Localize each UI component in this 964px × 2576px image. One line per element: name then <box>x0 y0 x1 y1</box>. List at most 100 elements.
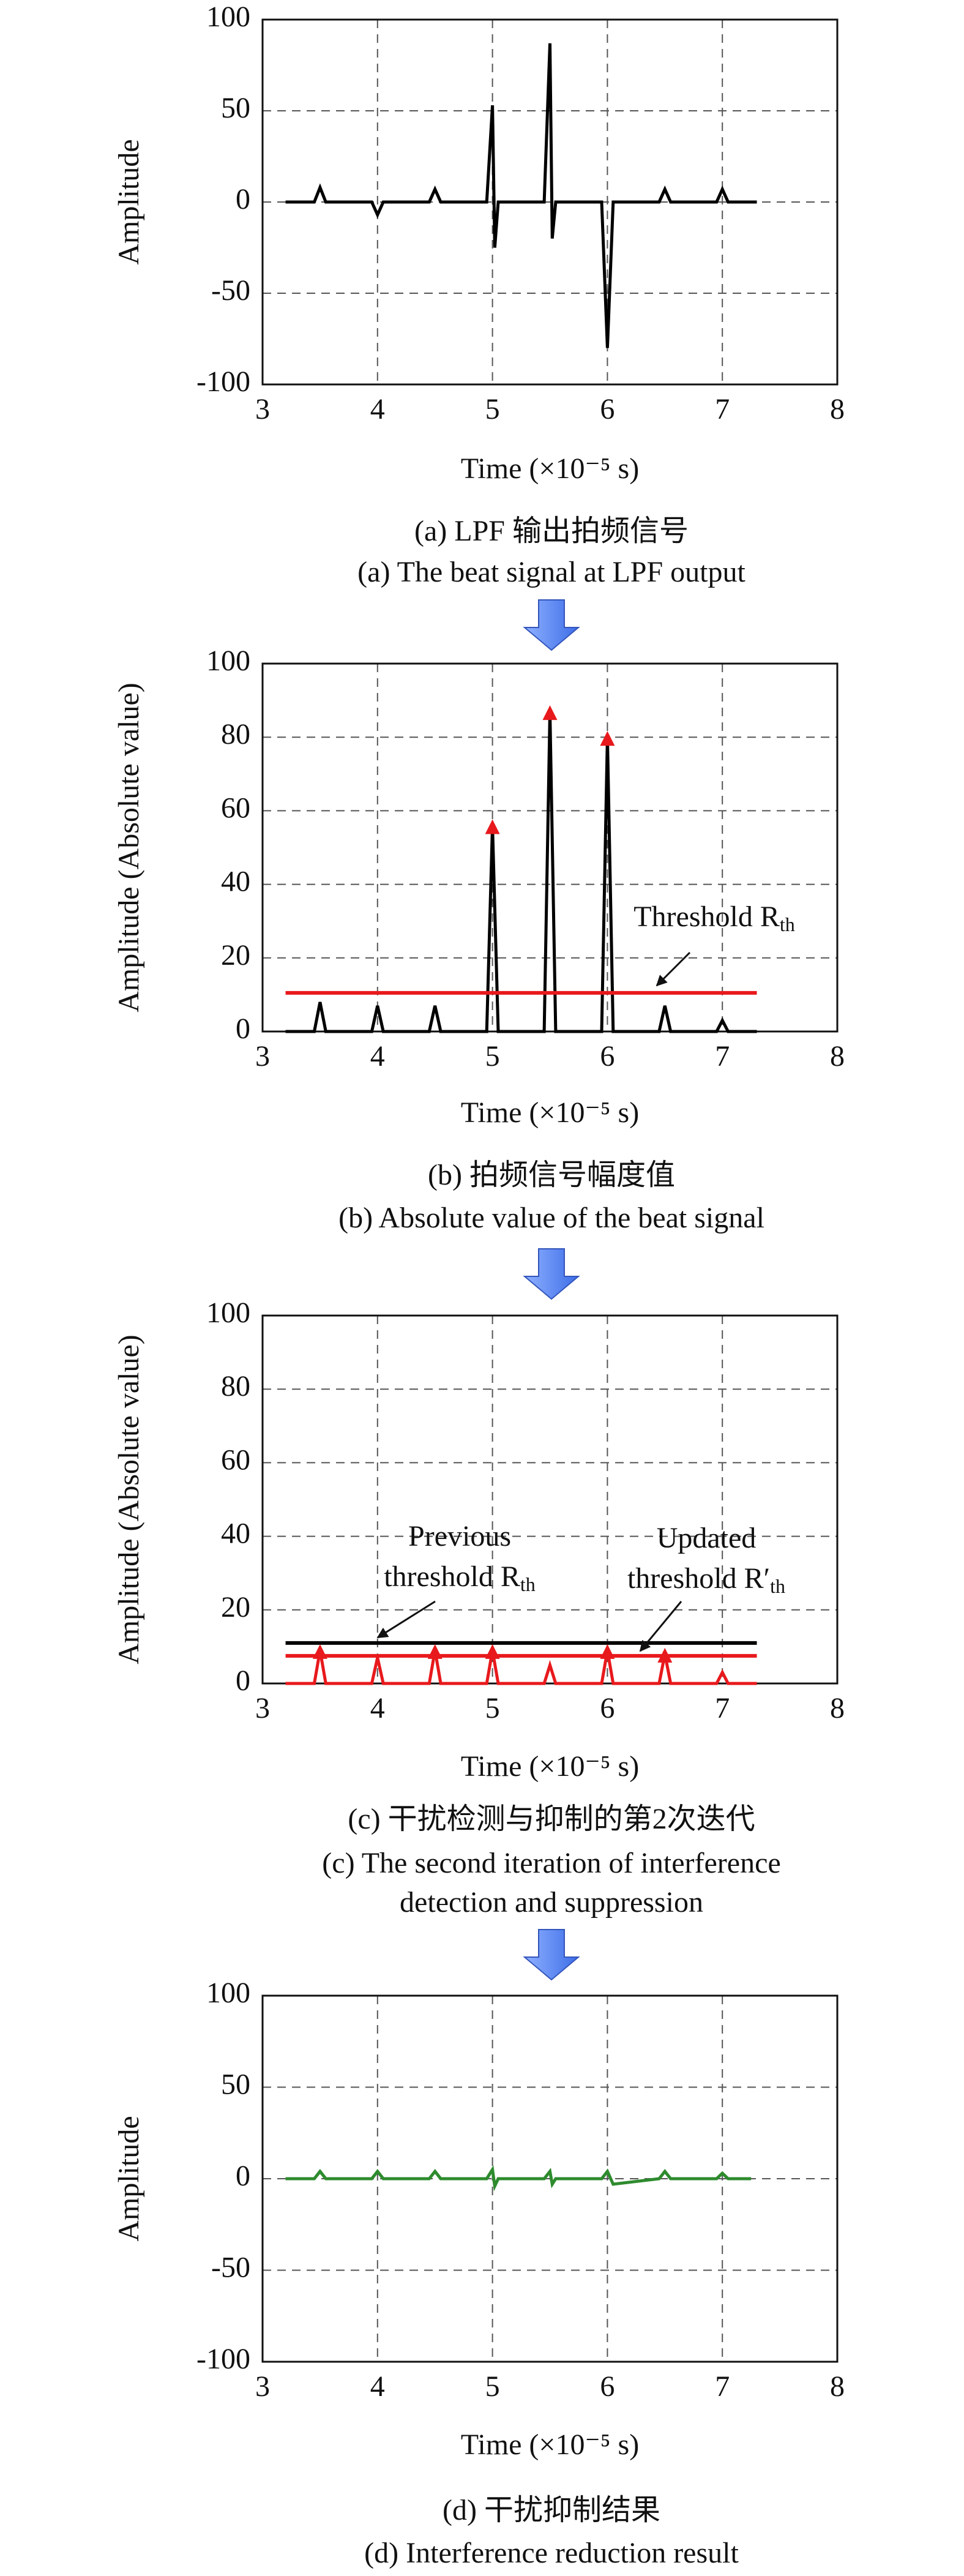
y-tick-label: 0 <box>236 1013 250 1045</box>
annotation: Previous <box>408 1520 511 1552</box>
caption: (b) 拍频信号幅度值 <box>428 1159 675 1191</box>
caption: (a) The beat signal at LPF output <box>357 556 745 588</box>
x-tick-label: 6 <box>600 1040 615 1073</box>
caption: (c) The second iteration of interference <box>322 1847 780 1879</box>
y-axis-label: Amplitude <box>113 2116 145 2241</box>
annotation-arrow <box>376 1600 436 1639</box>
y-tick-label: 100 <box>206 1977 250 2009</box>
y-tick-label: 60 <box>221 1443 250 1476</box>
y-tick-label: 0 <box>236 2160 250 2192</box>
x-tick-label: 8 <box>830 393 845 425</box>
peak-marker <box>657 1647 673 1663</box>
annotation-text: Previous <box>408 1520 511 1552</box>
annotation: threshold Rth <box>384 1560 536 1595</box>
y-tick-label: 0 <box>236 1664 250 1697</box>
x-axis-label: Time (×10⁻⁵ s) <box>461 2428 639 2461</box>
peak-marker <box>542 705 558 721</box>
annotation-arrow <box>639 1601 682 1652</box>
y-axis-label: Amplitude <box>113 139 145 264</box>
x-tick-label: 4 <box>370 1692 385 1724</box>
caption: detection and suppression <box>400 1886 703 1919</box>
y-tick-label: 20 <box>221 939 250 972</box>
x-tick-label: 6 <box>600 1692 615 1724</box>
caption: (b) Absolute value of the beat signal <box>338 1202 764 1234</box>
annotation-subscript: th <box>520 1573 536 1595</box>
signal-line <box>285 1650 757 1685</box>
plot-frame <box>261 18 839 386</box>
x-tick-label: 5 <box>485 1040 500 1073</box>
x-tick-label: 7 <box>715 1040 730 1073</box>
signal-line <box>285 2165 752 2192</box>
y-tick-label: -50 <box>211 2252 250 2284</box>
y-tick-label: -50 <box>211 274 250 307</box>
flow-arrow <box>523 599 580 651</box>
x-tick-label: 5 <box>485 1692 500 1724</box>
y-tick-label: 40 <box>221 866 250 898</box>
peak-marker <box>485 819 500 834</box>
caption: (d) 干扰抑制结果 <box>443 2494 660 2526</box>
y-tick-label: 50 <box>221 92 250 124</box>
peak-marker <box>600 731 615 746</box>
plot-frame <box>261 1994 839 2363</box>
y-tick-label: 0 <box>236 183 250 215</box>
y-axis-label: Amplitude (Absolute value) <box>113 1335 145 1664</box>
x-tick-label: 8 <box>830 1040 845 1073</box>
y-axis-label: Amplitude (Absolute value) <box>113 683 145 1013</box>
y-tick-label: 20 <box>221 1591 250 1623</box>
x-tick-label: 5 <box>485 2370 500 2403</box>
plot-frame <box>261 662 839 1033</box>
flow-arrow <box>523 1929 580 1981</box>
x-tick-label: 8 <box>830 2370 845 2403</box>
y-tick-label: 80 <box>221 718 250 751</box>
x-tick-label: 3 <box>255 393 270 425</box>
x-tick-label: 4 <box>370 2370 385 2403</box>
y-tick-label: 80 <box>221 1370 250 1402</box>
annotation-text: threshold R′ <box>627 1562 770 1595</box>
annotation: Threshold Rth <box>633 900 795 935</box>
x-tick-label: 8 <box>830 1692 845 1724</box>
x-axis-label: Time (×10⁻⁵ s) <box>461 1750 639 1783</box>
x-tick-label: 7 <box>715 393 730 425</box>
y-tick-label: -100 <box>196 365 250 398</box>
plot-frame <box>261 1314 839 1685</box>
annotation: Updated <box>657 1522 757 1554</box>
x-tick-label: 3 <box>255 2370 270 2403</box>
x-tick-label: 7 <box>715 2370 730 2403</box>
x-tick-label: 6 <box>600 2370 615 2403</box>
annotation-arrow <box>656 951 691 987</box>
x-tick-label: 4 <box>370 393 385 425</box>
x-axis-label: Time (×10⁻⁵ s) <box>461 452 639 485</box>
annotation-text: Threshold R <box>633 900 780 933</box>
y-tick-label: 60 <box>221 792 250 824</box>
caption: (d) Interference reduction result <box>364 2537 739 2569</box>
x-tick-label: 3 <box>255 1040 270 1073</box>
y-tick-label: 100 <box>206 1297 250 1329</box>
annotation-subscript: th <box>770 1575 785 1597</box>
y-tick-label: 40 <box>221 1518 250 1550</box>
annotation-text: Updated <box>657 1522 757 1554</box>
peak-marker <box>485 1644 500 1659</box>
x-axis-label: Time (×10⁻⁵ s) <box>461 1096 639 1129</box>
x-tick-label: 4 <box>370 1040 385 1073</box>
signal-line <box>285 43 757 348</box>
flow-arrow <box>523 1248 580 1300</box>
y-tick-label: 100 <box>206 1 250 33</box>
annotation: threshold R′th <box>627 1562 785 1597</box>
y-tick-label: 100 <box>206 645 250 677</box>
peak-marker <box>427 1644 443 1659</box>
annotation-subscript: th <box>780 913 795 935</box>
y-tick-label: -100 <box>196 2343 250 2375</box>
annotation-text: threshold R <box>384 1560 520 1593</box>
x-tick-label: 3 <box>255 1692 270 1724</box>
peak-marker <box>312 1644 327 1659</box>
caption: (a) LPF 输出拍频信号 <box>414 515 689 547</box>
y-tick-label: 50 <box>221 2069 250 2101</box>
signal-line <box>285 711 757 1033</box>
x-tick-label: 5 <box>485 393 500 425</box>
x-tick-label: 7 <box>715 1692 730 1724</box>
peak-marker <box>600 1644 615 1659</box>
x-tick-label: 6 <box>600 393 615 425</box>
caption: (c) 干扰检测与抑制的第2次迭代 <box>348 1803 755 1835</box>
